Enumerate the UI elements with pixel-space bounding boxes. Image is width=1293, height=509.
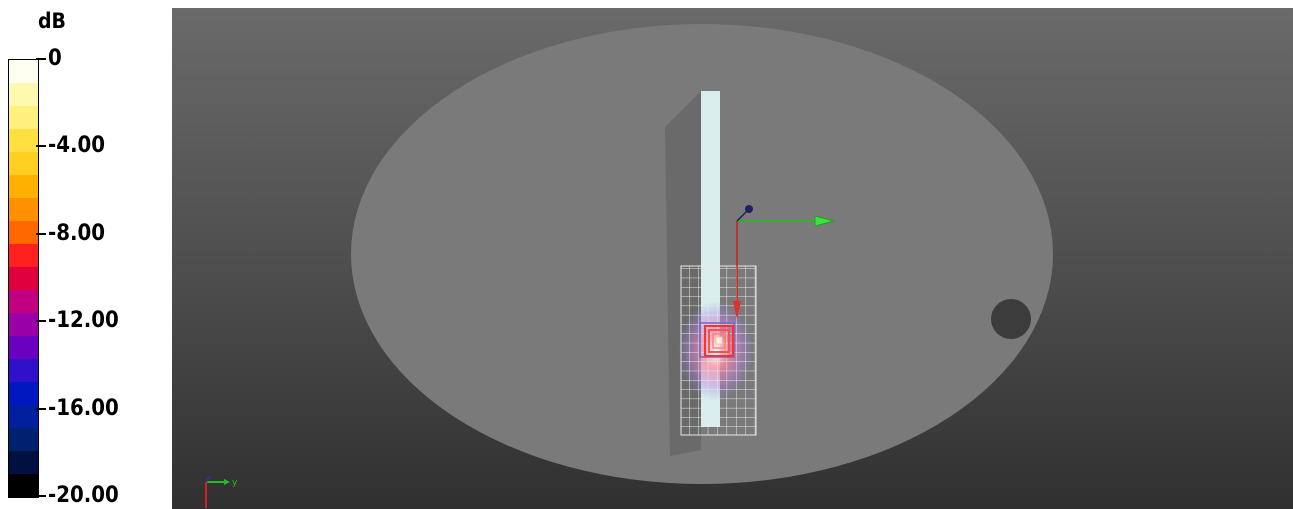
colorbar-swatch bbox=[9, 175, 38, 198]
colorbar-tick-label: -8.00 bbox=[48, 220, 106, 246]
colorbar-swatch bbox=[9, 451, 38, 474]
colorbar-swatch bbox=[9, 221, 38, 244]
colorbar-swatch bbox=[9, 382, 38, 405]
colorbar-swatch bbox=[9, 83, 38, 106]
colorbar-swatch bbox=[9, 267, 38, 290]
hotspot-contours bbox=[699, 322, 735, 358]
colorbar-swatch bbox=[9, 290, 38, 313]
phantom-hole bbox=[991, 299, 1031, 339]
colorbar-swatch bbox=[9, 129, 38, 152]
colorbar bbox=[8, 59, 39, 498]
3d-scene bbox=[351, 24, 1053, 484]
colorbar-tick-label: 0 bbox=[48, 46, 62, 71]
colorbar-tick-mark bbox=[36, 58, 46, 60]
colorbar-tick-mark bbox=[36, 320, 46, 323]
colorbar-swatch bbox=[9, 428, 38, 451]
colorbar-swatch bbox=[9, 198, 38, 221]
colorbar-legend: dB 0 -4.00 -8.00 -12.00 -16.00 -20.00 bbox=[0, 0, 172, 509]
colorbar-swatch bbox=[9, 405, 38, 428]
colorbar-tick-label: -4.00 bbox=[48, 133, 106, 159]
colorbar-swatch bbox=[9, 106, 38, 129]
colorbar-swatch bbox=[9, 244, 38, 267]
3d-viewport[interactable]: y bbox=[172, 8, 1293, 509]
colorbar-tick-mark bbox=[36, 495, 46, 497]
colorbar-swatch bbox=[9, 336, 38, 359]
orientation-axes-widget: y bbox=[205, 475, 238, 508]
colorbar-swatch bbox=[9, 313, 38, 336]
colorbar-tick-mark bbox=[36, 232, 46, 235]
measurement-grid bbox=[680, 265, 757, 436]
colorbar-tick-label: -16.00 bbox=[48, 395, 119, 421]
colorbar-swatch bbox=[9, 152, 38, 175]
axis-y-label: y bbox=[232, 478, 238, 488]
colorbar-tick-mark bbox=[36, 407, 46, 410]
legend-unit-label: dB bbox=[38, 9, 66, 33]
colorbar-tick-label: -12.00 bbox=[48, 308, 119, 334]
colorbar-swatch bbox=[9, 359, 38, 382]
colorbar-tick-label: -20.00 bbox=[48, 483, 119, 508]
colorbar-swatch bbox=[9, 60, 38, 83]
colorbar-tick-mark bbox=[36, 145, 46, 148]
colorbar-swatch bbox=[9, 474, 38, 497]
origin-axes bbox=[733, 205, 836, 320]
